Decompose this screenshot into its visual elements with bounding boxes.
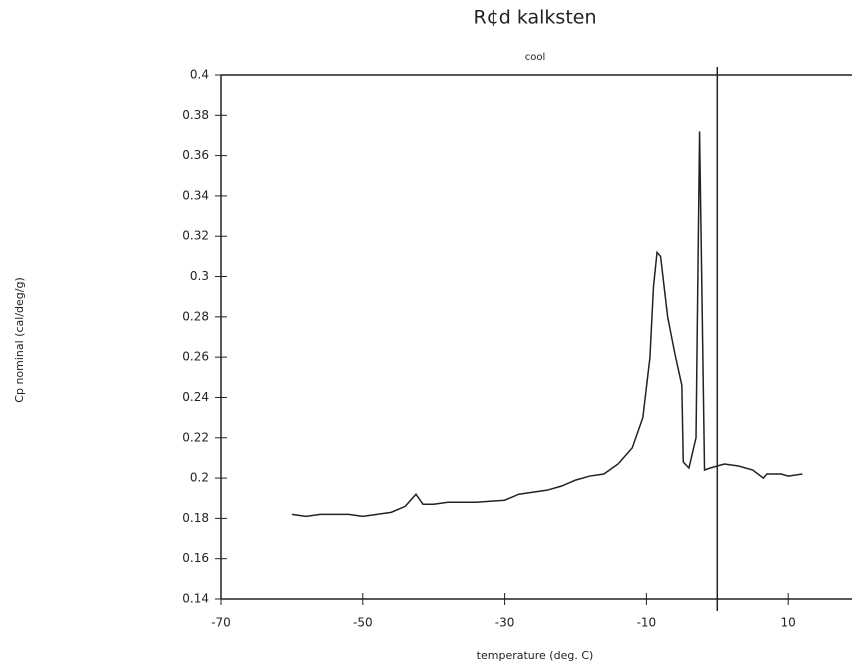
y-tick-label: 0.24 [182, 390, 209, 404]
x-tick-label: -10 [637, 616, 657, 630]
data-line [291, 131, 803, 518]
x-tick-label: -30 [495, 616, 515, 630]
y-tick-label: 0.34 [182, 188, 209, 202]
y-tick-label: 0.22 [182, 430, 209, 444]
y-tick-label: 0.26 [182, 350, 209, 364]
y-tick-label: 0.14 [182, 592, 209, 606]
y-tick-label: 0.28 [182, 309, 209, 323]
chart-subtitle: cool [525, 52, 546, 63]
y-tick-label: 0.16 [182, 551, 209, 565]
y-tick-label: 0.32 [182, 229, 209, 243]
x-tick-label: -50 [353, 616, 373, 630]
y-axis-label: Cp nominal (cal/deg/g) [13, 277, 26, 402]
y-tick-label: 0.4 [190, 68, 209, 82]
y-tick-label: 0.2 [190, 471, 209, 485]
y-tick-label: 0.38 [182, 108, 209, 122]
y-tick-label: 0.36 [182, 148, 209, 162]
x-tick-label: 10 [781, 616, 796, 630]
x-tick-label: -70 [211, 616, 231, 630]
y-tick-label: 0.3 [190, 269, 209, 283]
x-axis-label: temperature (deg. C) [477, 649, 594, 662]
y-tick-label: 0.18 [182, 511, 209, 525]
chart-title: R¢d kalksten [473, 7, 596, 29]
